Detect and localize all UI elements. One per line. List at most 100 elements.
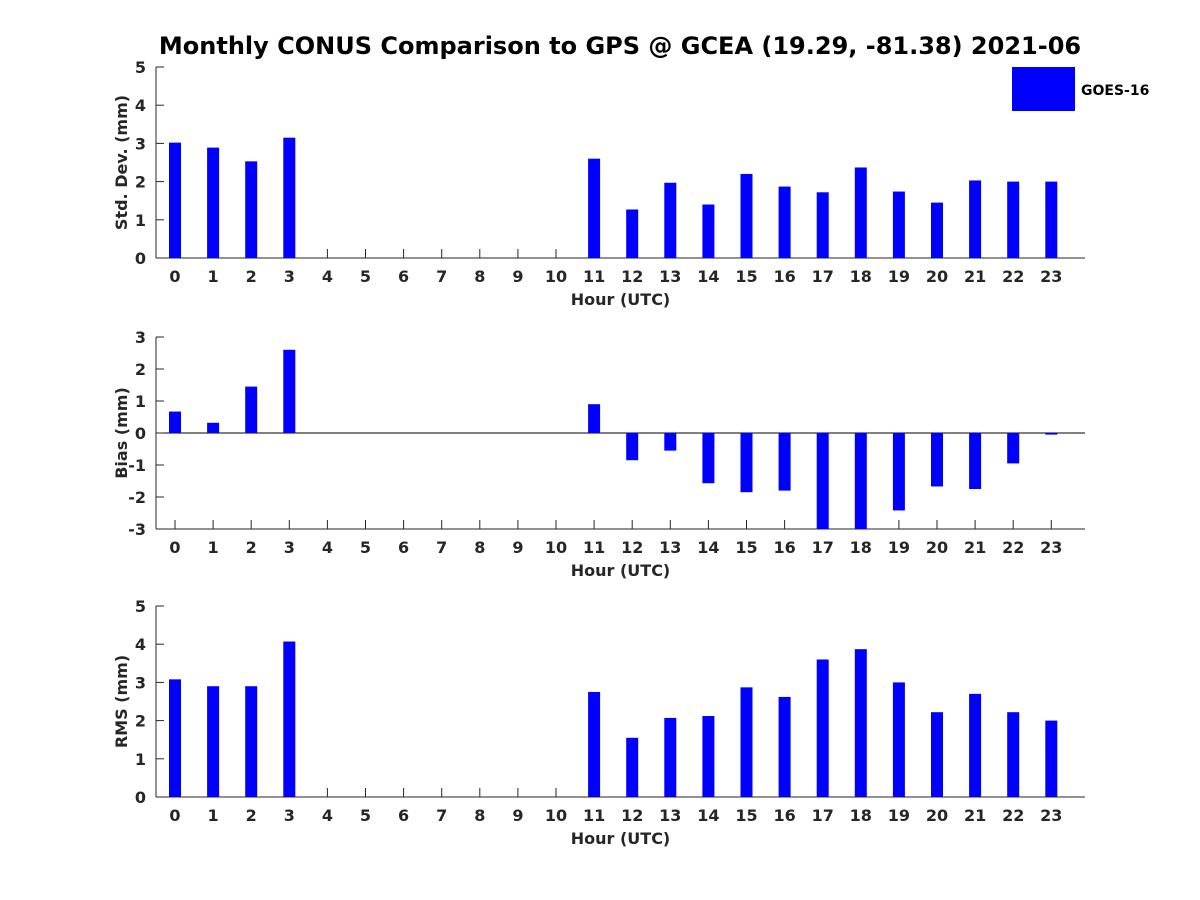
stddev-x-tick-label: 5 [360,267,371,286]
stddev-bar [283,137,296,258]
rms-x-tick-label: 16 [773,806,795,825]
bias-x-tick-label: 16 [773,538,795,557]
bias-x-tick-label: 23 [1040,538,1062,557]
bias-bar [1045,433,1058,435]
chart-title: Monthly CONUS Comparison to GPS @ GCEA (… [159,32,1081,60]
stddev-bar [1007,181,1020,258]
rms-y-axis-label: RMS (mm) [112,655,131,748]
bias-bar [969,433,982,489]
stddev-x-tick-label: 16 [773,267,795,286]
stddev-bar [245,161,258,258]
bias-bar [740,433,753,493]
bias-x-tick-label: 17 [812,538,834,557]
bias-x-tick-label: 8 [474,538,485,557]
rms-y-tick-label: 5 [135,597,146,616]
bias-bar [854,433,867,529]
stddev-y-tick-label: 2 [135,173,146,192]
bias-x-axis-label: Hour (UTC) [571,561,671,580]
rms-x-tick-label: 23 [1040,806,1062,825]
bias-x-tick-label: 2 [246,538,257,557]
rms-x-tick-label: 13 [659,806,681,825]
rms-bar [588,691,601,797]
bias-bar [702,433,715,484]
bias-y-tick-label: -1 [128,456,146,475]
stddev-x-tick-label: 23 [1040,267,1062,286]
bias-x-tick-label: 20 [926,538,948,557]
rms-x-tick-label: 17 [812,806,834,825]
bias-x-tick-label: 13 [659,538,681,557]
rms-x-tick-label: 14 [697,806,719,825]
stddev-x-axis-label: Hour (UTC) [571,290,671,309]
rms-y-tick-label: 4 [135,635,146,654]
stddev-bar [702,204,715,258]
rms-x-tick-label: 11 [583,806,605,825]
rms-x-tick-label: 0 [169,806,180,825]
bias-x-tick-label: 4 [322,538,333,557]
stddev-bar [854,167,867,258]
rms-x-axis-label: Hour (UTC) [571,829,671,848]
rms-x-tick-label: 7 [436,806,447,825]
stddev-x-tick-label: 18 [850,267,872,286]
stddev-x-tick-label: 4 [322,267,333,286]
stddev-x-tick-label: 14 [697,267,719,286]
bias-x-tick-label: 9 [512,538,523,557]
stddev-x-tick-label: 13 [659,267,681,286]
stddev-bar [931,202,943,258]
rms-y-tick-label: 1 [135,750,146,769]
bias-y-axis-label: Bias (mm) [112,387,131,479]
stddev-y-tick-label: 0 [135,249,146,268]
rms-bar [1007,712,1020,797]
bias-bar [664,433,677,451]
rms-y-tick-label: 3 [135,673,146,692]
bias-bar [626,433,639,461]
rms-bar [778,696,791,797]
bias-x-tick-label: 15 [735,538,757,557]
bias-bar [283,349,296,433]
rms-x-tick-label: 2 [246,806,257,825]
stddev-x-tick-label: 21 [964,267,986,286]
stddev-x-tick-label: 7 [436,267,447,286]
rms-bar [626,737,639,797]
rms-bar [702,716,715,797]
rms-x-tick-label: 10 [545,806,567,825]
bias-bar [892,433,905,511]
bias-x-tick-label: 22 [1002,538,1024,557]
rms-bar [245,686,258,797]
rms-bar [664,717,677,797]
rms-bar [969,693,982,797]
rms-x-tick-label: 19 [888,806,910,825]
stddev-x-tick-label: 9 [512,267,523,286]
bias-x-tick-label: 18 [850,538,872,557]
bias-x-tick-label: 1 [208,538,219,557]
rms-y-tick-label: 0 [135,788,146,807]
stddev-x-tick-label: 2 [246,267,257,286]
rms-bar [854,649,867,797]
rms-x-tick-label: 18 [850,806,872,825]
legend-label: GOES-16 [1081,83,1149,99]
bias-bar [588,404,601,433]
rms-y-tick-label: 2 [135,712,146,731]
rms-bar [207,686,220,797]
bias-y-tick-label: 2 [135,360,146,379]
bias-x-tick-label: 3 [284,538,295,557]
stddev-bar [740,173,753,258]
stddev-bar [816,192,829,258]
bias-y-tick-label: 3 [135,328,146,347]
stddev-x-tick-label: 15 [735,267,757,286]
stddev-x-tick-label: 1 [208,267,219,286]
rms-x-tick-label: 21 [964,806,986,825]
legend-swatch [1012,67,1075,111]
bias-x-tick-label: 12 [621,538,643,557]
stddev-y-tick-label: 4 [135,96,146,115]
stddev-x-tick-label: 19 [888,267,910,286]
bias-x-tick-label: 21 [964,538,986,557]
bias-bar [1007,433,1020,464]
bias-x-tick-label: 5 [360,538,371,557]
bias-x-tick-label: 6 [398,538,409,557]
stddev-x-tick-label: 17 [812,267,834,286]
rms-x-tick-label: 20 [926,806,948,825]
stddev-x-tick-label: 10 [545,267,567,286]
rms-x-tick-label: 4 [322,806,333,825]
